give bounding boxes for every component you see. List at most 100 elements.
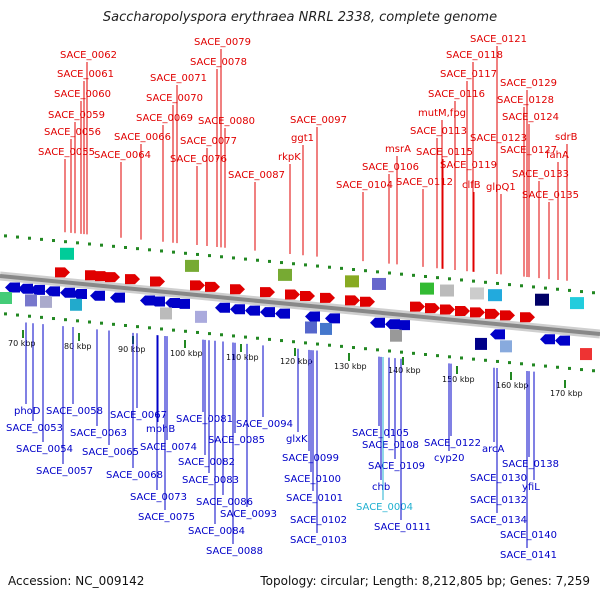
kbp-tick — [240, 344, 242, 352]
forward-gene-arrow — [55, 267, 70, 278]
upper-tick-dot — [196, 252, 199, 256]
lower-tick-dot — [544, 364, 547, 368]
reverse-gene-arrow — [72, 288, 87, 299]
kbp-tick — [564, 380, 566, 388]
kbp-tick-label: 150 kbp — [442, 375, 475, 384]
reverse-gene-label: SACE_0053 — [6, 423, 63, 434]
kbp-tick — [348, 353, 350, 361]
map-title: Saccharopolyspora erythraea NRRL 2338, c… — [102, 10, 498, 25]
reverse-gene-label: cyp20 — [434, 453, 465, 464]
accession-text: Accession: NC_009142 — [8, 574, 145, 588]
lower-tick-dot — [472, 357, 475, 361]
forward-gene-arrow — [425, 303, 440, 314]
forward-gene-label: SACE_0123 — [470, 133, 527, 144]
reverse-gene-arrow — [175, 298, 190, 309]
lower-tick-dot — [436, 354, 439, 358]
upper-tick-dot — [160, 249, 163, 253]
reverse-gene-arrow — [45, 286, 60, 297]
reverse-gene-arrow — [5, 282, 20, 293]
reverse-gene-label: mphB — [146, 424, 175, 435]
forward-gene-label: SACE_0066 — [114, 132, 171, 143]
reverse-gene-label: SACE_0094 — [236, 419, 293, 430]
upper-tick-dot — [388, 271, 391, 275]
upper-tick-dot — [40, 237, 43, 241]
lower-tick-dot — [4, 312, 7, 316]
reverse-gene-label: SACE_0134 — [470, 515, 527, 526]
lower-tick-dot — [16, 313, 19, 317]
forward-gene-label: msrA — [385, 144, 411, 155]
forward-gene-arrow — [360, 296, 375, 307]
lower-tick-dot — [124, 323, 127, 327]
reverse-gene-label: SACE_0068 — [106, 470, 163, 481]
upper-tick-dot — [220, 255, 223, 259]
lower-tick-dot — [508, 361, 511, 365]
reverse-gene-arrow — [140, 295, 155, 306]
reverse-gene-label: SACE_0086 — [196, 497, 253, 508]
kbp-tick-label: 100 kbp — [170, 349, 203, 358]
forward-gene-label: SACE_0106 — [362, 162, 419, 173]
forward-gene-arrow — [440, 304, 455, 315]
upper-tick-dot — [124, 245, 127, 249]
lower-tick-dot — [400, 350, 403, 354]
feature-box-upper — [420, 282, 434, 295]
lower-tick-dot — [244, 335, 247, 339]
forward-gene-label: rkpK — [278, 152, 301, 163]
upper-tick-dot — [460, 278, 463, 282]
feature-box-upper — [488, 289, 502, 302]
forward-gene-label: SACE_0080 — [198, 116, 255, 127]
lower-tick-dot — [52, 317, 55, 321]
upper-tick-dot — [424, 274, 427, 278]
upper-tick-dot — [376, 270, 379, 274]
forward-gene-arrow — [205, 281, 220, 292]
forward-gene-label: SACE_0078 — [190, 57, 247, 68]
forward-gene-label: clfB — [462, 180, 481, 191]
lower-tick-dot — [340, 344, 343, 348]
reverse-gene-label: SACE_0141 — [500, 550, 557, 561]
reverse-gene-arrow — [370, 317, 385, 328]
forward-gene-arrow — [285, 289, 300, 300]
lower-tick-dot — [376, 348, 379, 352]
reverse-gene-label: SACE_0099 — [282, 453, 339, 464]
reverse-gene-label: SACE_0073 — [130, 492, 187, 503]
reverse-gene-label: SACE_0093 — [220, 509, 277, 520]
forward-gene-label: mutM,fpg — [418, 108, 466, 119]
upper-tick-dot — [100, 243, 103, 247]
lower-tick-dot — [40, 315, 43, 319]
upper-tick-dot — [436, 276, 439, 280]
upper-tick-dot — [520, 284, 523, 288]
forward-gene-arrow — [150, 276, 165, 287]
forward-gene-label: SACE_0121 — [470, 34, 527, 45]
upper-tick-dot — [484, 280, 487, 284]
reverse-gene-arrow — [275, 308, 290, 319]
lower-tick-dot — [100, 321, 103, 325]
forward-gene-label: SACE_0115 — [416, 147, 473, 158]
lower-tick-dot — [280, 339, 283, 343]
lower-tick-dot — [520, 362, 523, 366]
forward-gene-label: SACE_0077 — [180, 136, 237, 147]
lower-tick-dot — [316, 342, 319, 346]
lower-tick-dot — [172, 328, 175, 332]
forward-gene-label: ggt1 — [291, 133, 314, 144]
lower-tick-dot — [484, 358, 487, 362]
forward-gene-arrow — [230, 284, 245, 295]
reverse-gene-arrow — [90, 290, 105, 301]
forward-gene-labels: SACE_0055 SACE_0056 SACE_0059 SACE_0060 SACE… — [38, 34, 579, 281]
forward-gene-label: SACE_0064 — [94, 150, 151, 161]
forward-gene-label: SACE_0062 — [60, 50, 117, 61]
lower-tick-dot — [136, 325, 139, 329]
reverse-gene-label: SACE_0130 — [470, 473, 527, 484]
upper-tick-dot — [364, 269, 367, 273]
lower-tick-dot — [268, 337, 271, 341]
upper-tick-dot — [16, 235, 19, 239]
upper-tick-dot — [496, 281, 499, 285]
upper-tick-dot — [340, 266, 343, 270]
forward-gene-label: SACE_0135 — [522, 190, 579, 201]
lower-tick-dot — [208, 332, 211, 336]
reverse-gene-arrow — [490, 329, 505, 340]
feature-box-lower — [500, 340, 512, 353]
reverse-gene-label: SACE_0140 — [500, 530, 557, 541]
reverse-gene-label: SACE_0082 — [178, 457, 235, 468]
feature-box-upper — [60, 247, 74, 260]
feature-blocks — [0, 247, 592, 361]
reverse-gene-label: SACE_0111 — [374, 522, 431, 533]
